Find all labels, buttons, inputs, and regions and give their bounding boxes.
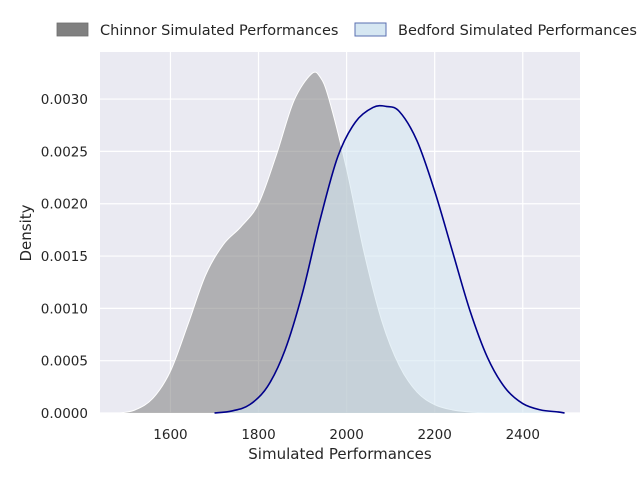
x-tick-label: 2400 <box>506 427 540 443</box>
x-tick-label: 1800 <box>241 427 275 443</box>
y-tick-label: 0.0020 <box>41 197 88 213</box>
x-tick-label: 1600 <box>153 427 187 443</box>
y-tick-label: 0.0010 <box>41 301 88 317</box>
density-area-chinnor <box>119 72 488 413</box>
legend-swatch-bedford <box>354 22 387 37</box>
legend: Chinnor Simulated Performances Bedford S… <box>56 22 637 39</box>
density-line-bedford <box>214 104 565 414</box>
y-axis-label: Density <box>17 204 35 261</box>
x-tick-labels: 1600 1800 2000 2200 2400 <box>153 427 540 443</box>
y-tick-label: 0.0015 <box>41 249 88 265</box>
legend-label-chinnor: Chinnor Simulated Performances <box>100 23 339 39</box>
density-area-bedford <box>214 105 565 413</box>
y-tick-label: 0.0005 <box>41 354 88 370</box>
y-tick-label: 0.0030 <box>41 92 88 108</box>
y-tick-labels: 0.0000 0.0005 0.0010 0.0015 0.0020 0.0025 0.00… <box>41 92 88 422</box>
y-tick-label: 0.0000 <box>41 406 88 422</box>
x-tick-label: 2000 <box>329 427 363 443</box>
x-tick-label: 2200 <box>417 427 451 443</box>
x-axis-label: Simulated Performances <box>248 445 432 463</box>
density-areas <box>119 71 565 414</box>
legend-swatch-chinnor <box>56 22 89 37</box>
y-tick-label: 0.0025 <box>41 144 88 160</box>
legend-label-bedford: Bedford Simulated Performances <box>398 23 637 39</box>
